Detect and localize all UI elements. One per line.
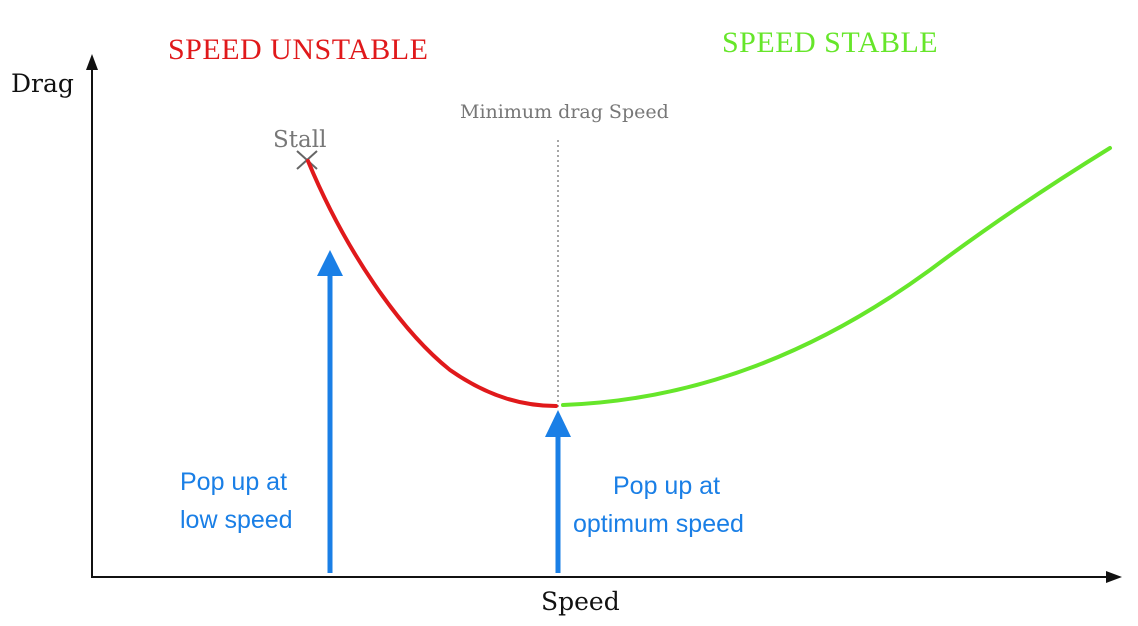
pop-up-optimum-line1: Pop up at xyxy=(613,472,720,500)
drag-curve-unstable xyxy=(306,159,558,408)
y-axis-arrowhead xyxy=(86,54,98,70)
speed-stable-title: SPEED STABLE xyxy=(722,26,938,59)
pop-up-low-line1: Pop up at xyxy=(180,468,287,496)
pop-up-low-speed-label: Pop up at low speed xyxy=(180,468,294,534)
pop-up-optimum-line2: optimum speed xyxy=(573,510,744,538)
y-axis-label: Drag xyxy=(11,69,74,98)
pop-up-low-line2: low speed xyxy=(180,506,293,534)
optimum-speed-arrowhead xyxy=(545,410,571,437)
drag-curve-stable xyxy=(561,146,1112,407)
low-speed-arrowhead xyxy=(317,250,343,276)
minimum-drag-speed-label: Minimum drag Speed xyxy=(460,101,669,123)
pop-up-optimum-speed-label: Pop up at optimum speed xyxy=(573,472,744,538)
stall-label: Stall xyxy=(273,127,326,153)
speed-unstable-title: SPEED UNSTABLE xyxy=(168,33,428,66)
x-axis-arrowhead xyxy=(1106,571,1122,583)
x-axis-label: Speed xyxy=(541,587,620,616)
